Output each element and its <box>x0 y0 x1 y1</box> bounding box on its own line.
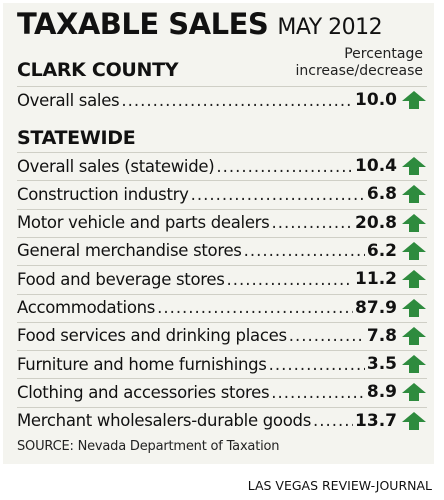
up-arrow-icon <box>402 383 426 402</box>
row-label: Food and beverage stores <box>17 269 225 289</box>
up-arrow-shape <box>402 355 426 374</box>
table-row: Construction industry...................… <box>17 180 427 207</box>
table-row: Overall sales...........................… <box>17 86 427 113</box>
column-label-line2: increase/decrease <box>295 63 423 79</box>
up-arrow-icon <box>402 91 426 109</box>
row-value: 20.8 <box>355 212 397 233</box>
table-row: Furniture and home furnishings..........… <box>17 350 427 377</box>
leader-dots: ........................................… <box>216 156 353 176</box>
row-value: 13.7 <box>355 410 397 431</box>
table-row: Overall sales (statewide)...............… <box>17 152 427 179</box>
row-label: Food services and drinking places <box>17 326 287 346</box>
row-label: Merchant wholesalers-durable goods <box>17 411 311 431</box>
up-arrow-icon <box>402 157 426 175</box>
row-value: 10.4 <box>355 156 397 176</box>
leader-dots: ........................................… <box>226 269 354 289</box>
row-label: General merchandise stores <box>17 241 242 261</box>
leader-dots: ........................................… <box>190 184 365 204</box>
row-value: 7.8 <box>366 325 397 346</box>
row-value: 6.8 <box>366 184 397 205</box>
row-label: Furniture and home furnishings <box>17 354 267 374</box>
leader-dots: ........................................… <box>268 354 365 374</box>
leader-dots: ........................................… <box>243 241 365 261</box>
title: TAXABLE SALES MAY 2012 <box>17 7 383 41</box>
table-row: Food and beverage stores................… <box>17 265 427 292</box>
up-arrow-shape <box>402 270 426 289</box>
row-label: Clothing and accessories stores <box>17 382 270 402</box>
row-label: Overall sales <box>17 90 120 110</box>
up-arrow-shape <box>402 241 426 260</box>
up-arrow-icon <box>402 298 426 317</box>
section-statewide: STATEWIDE <box>17 127 136 149</box>
up-arrow-icon <box>402 326 426 345</box>
up-arrow-shape <box>402 91 426 109</box>
table-row: Merchant wholesalers-durable goods......… <box>17 406 427 434</box>
leader-dots: ........................................… <box>313 411 353 431</box>
up-arrow-shape <box>402 157 426 175</box>
up-arrow-icon <box>402 241 426 260</box>
publisher-credit: LAS VEGAS REVIEW-JOURNAL <box>247 478 432 493</box>
column-label: Percentage increase/decrease <box>296 46 423 80</box>
title-main: TAXABLE SALES <box>17 7 269 41</box>
leader-dots: ........................................… <box>157 298 353 317</box>
row-value: 6.2 <box>366 240 397 261</box>
leader-dots: ........................................… <box>271 213 353 233</box>
up-arrow-icon <box>402 270 426 289</box>
column-label-line1: Percentage <box>344 46 423 62</box>
up-arrow-icon <box>402 411 426 430</box>
up-arrow-icon <box>402 355 426 374</box>
up-arrow-shape <box>402 298 426 317</box>
title-period: MAY 2012 <box>277 15 383 40</box>
row-label: Accommodations <box>17 298 156 317</box>
row-value: 11.2 <box>355 269 397 290</box>
up-arrow-shape <box>402 326 426 345</box>
table-row: Food services and drinking places.......… <box>17 321 427 349</box>
infographic-panel: TAXABLE SALES MAY 2012 Percentage increa… <box>3 3 434 464</box>
leader-dots: ........................................… <box>288 326 365 346</box>
row-label: Construction industry <box>17 184 189 204</box>
table-row: Accommodations..........................… <box>17 293 427 321</box>
row-label: Motor vehicle and parts dealers <box>17 213 270 233</box>
up-arrow-shape <box>402 185 426 204</box>
up-arrow-shape <box>402 213 426 232</box>
up-arrow-shape <box>402 383 426 402</box>
section-clark-county: CLARK COUNTY <box>17 59 179 81</box>
table-row: General merchandise stores..............… <box>17 236 427 264</box>
row-value: 3.5 <box>366 354 397 375</box>
row-value: 10.0 <box>355 90 397 110</box>
row-value: 87.9 <box>355 297 397 318</box>
up-arrow-icon <box>402 185 426 204</box>
row-value: 8.9 <box>366 382 397 403</box>
row-label: Overall sales (statewide) <box>17 156 215 176</box>
table-row: Clothing and accessories stores.........… <box>17 378 427 405</box>
up-arrow-icon <box>402 213 426 232</box>
leader-dots: ........................................… <box>271 382 365 402</box>
up-arrow-shape <box>402 411 426 430</box>
table-row: Motor vehicle and parts dealers.........… <box>17 208 427 236</box>
leader-dots: ........................................… <box>121 90 353 110</box>
source-note: SOURCE: Nevada Department of Taxation <box>17 439 280 454</box>
